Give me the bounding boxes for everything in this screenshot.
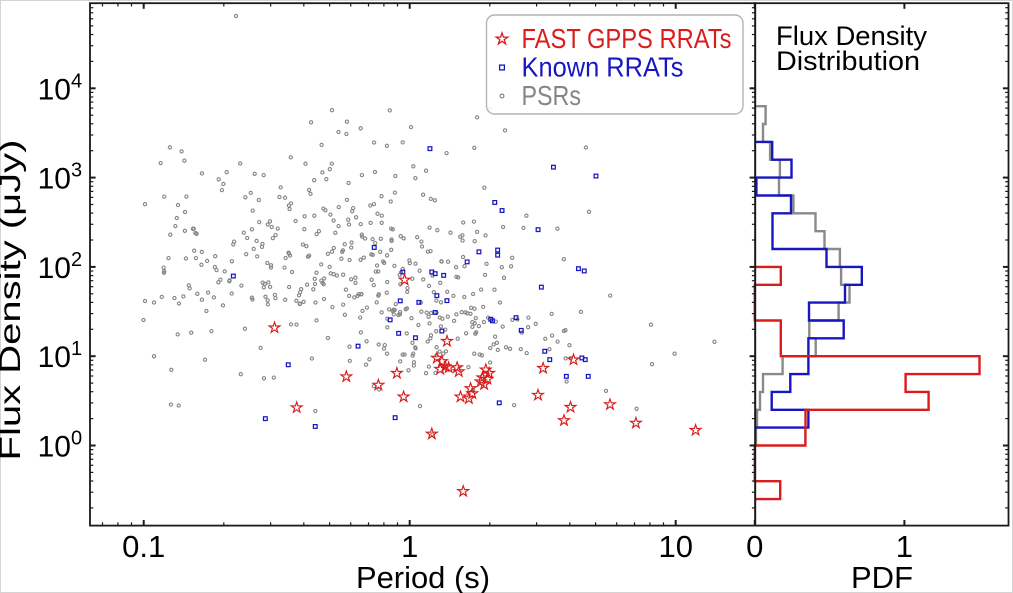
svg-text:Known RRATs: Known RRATs [522,52,684,83]
svg-text:10: 10 [38,163,71,196]
svg-text:3: 3 [71,160,82,182]
svg-text:2: 2 [71,249,82,271]
svg-text:Flux Density (μJy): Flux Density (μJy) [0,140,27,461]
svg-text:0.1: 0.1 [122,529,165,564]
svg-text:10: 10 [659,529,693,564]
svg-text:PDF: PDF [851,560,913,593]
svg-text:10: 10 [38,73,71,106]
svg-text:Distribution: Distribution [776,46,920,76]
svg-text:PSRs: PSRs [522,80,582,111]
svg-text:10: 10 [38,252,71,285]
svg-text:Period (s): Period (s) [356,560,490,593]
svg-text:1: 1 [896,529,913,564]
svg-text:0: 0 [746,529,763,564]
svg-text:0: 0 [71,428,82,450]
svg-text:FAST GPPS RRATs: FAST GPPS RRATs [522,23,732,54]
svg-text:1: 1 [401,529,418,564]
svg-text:4: 4 [71,70,82,92]
svg-text:10: 10 [38,431,71,464]
svg-text:1: 1 [71,338,82,360]
svg-text:10: 10 [38,341,71,374]
svg-text:Flux Density: Flux Density [776,21,928,51]
